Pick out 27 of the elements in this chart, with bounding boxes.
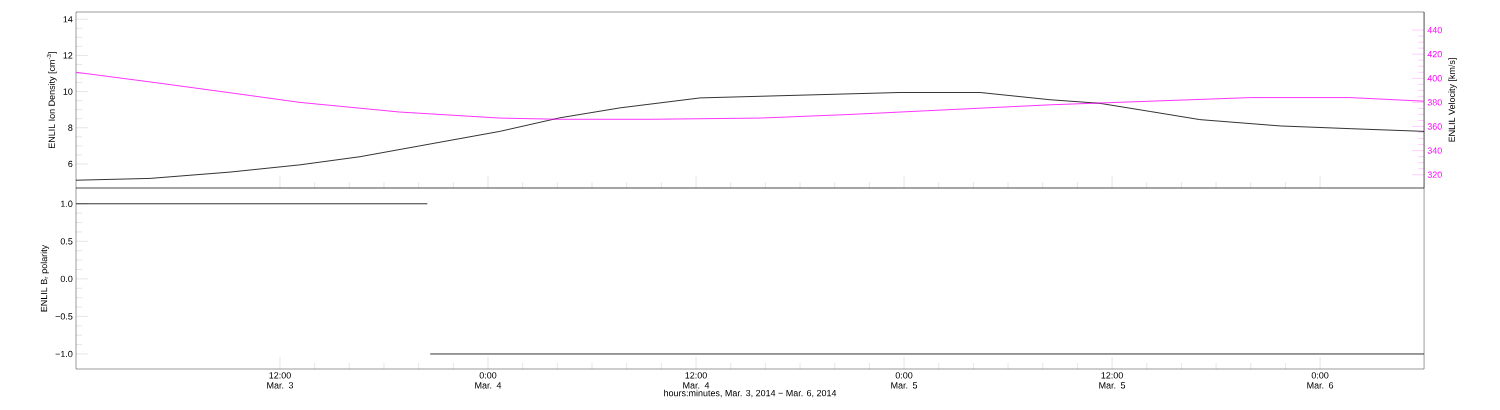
y-axis-title: ENLIL Ion Density [cm$^{-3}$] bbox=[46, 51, 57, 149]
y-tick-label: −1.0 bbox=[55, 350, 73, 358]
x-tick-label: 0:00 Mar. 4 bbox=[475, 372, 502, 389]
y2-tick-label: 400 bbox=[1427, 75, 1442, 82]
x-tick-label: 12:00 Mar. 4 bbox=[683, 372, 710, 389]
x-tick-label: 0:00 Mar. 5 bbox=[891, 372, 918, 389]
y-tick-label: 8 bbox=[68, 124, 73, 131]
y-tick-label: 6 bbox=[68, 160, 73, 168]
y-axis-title: ENLIL B$_{r}$ polarity bbox=[40, 244, 49, 312]
x-tick-label: 12:00 Mar. 3 bbox=[267, 372, 294, 389]
y2-tick-label: 360 bbox=[1427, 123, 1442, 130]
y2-tick-label: 380 bbox=[1427, 99, 1442, 106]
y2-tick-label: 320 bbox=[1427, 171, 1442, 178]
x-tick-label: 12:00 Mar. 5 bbox=[1099, 372, 1126, 389]
y-tick-label: 0.5 bbox=[60, 238, 73, 245]
y2-tick-label: 340 bbox=[1427, 147, 1442, 154]
y2-tick-label: 420 bbox=[1427, 51, 1442, 58]
y2-axis-title: ENLIL Velocity [km/s] bbox=[1448, 58, 1457, 142]
y-tick-label: −0.5 bbox=[55, 313, 73, 320]
x-tick-label: 0:00 Mar. 6 bbox=[1307, 372, 1334, 389]
y-tick-label: 14 bbox=[63, 16, 73, 23]
x-axis-title: hours:minutes, Mar. 3, 2014 − Mar. 6, 2014 bbox=[664, 389, 837, 398]
y-tick-label: 12 bbox=[63, 52, 73, 59]
y-tick-label: 10 bbox=[63, 88, 73, 95]
y-tick-label: 0.0 bbox=[60, 275, 73, 283]
y2-tick-label: 440 bbox=[1427, 26, 1442, 34]
y-tick-label: 1.0 bbox=[61, 200, 73, 207]
